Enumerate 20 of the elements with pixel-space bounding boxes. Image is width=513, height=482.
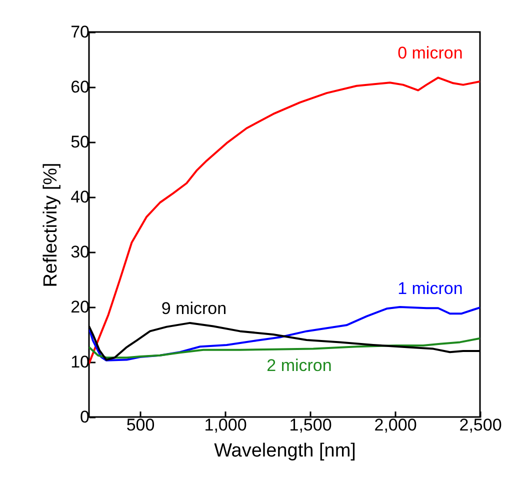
y-tick-label: 30 xyxy=(70,242,90,262)
y-tick-label: 20 xyxy=(70,298,90,316)
x-tick-label: 1,500 xyxy=(289,416,332,434)
y-tick-label: 10 xyxy=(70,352,90,372)
x-tick-label: 2,000 xyxy=(374,416,417,434)
y-tick-label: 40 xyxy=(70,188,90,206)
series-label: 1 micron xyxy=(398,279,463,298)
y-tick-label: 50 xyxy=(70,132,90,152)
series-label: 0 micron xyxy=(398,44,463,63)
series-label: 2 micron xyxy=(266,356,332,375)
x-tick-label: 500 xyxy=(126,416,155,434)
y-tick-label: 60 xyxy=(70,78,90,96)
x-axis-title: Wavelength [nm] xyxy=(214,440,356,462)
series-label: 9 micron xyxy=(161,298,227,318)
line-series xyxy=(89,337,480,359)
y-tick-label: 70 xyxy=(70,22,90,42)
y-axis-title: Reflectivity [%] xyxy=(40,162,62,288)
x-tick-label: 1,000 xyxy=(204,416,247,434)
y-tick-label: 0 xyxy=(80,408,90,426)
x-tick-label: 2,500 xyxy=(459,416,502,434)
